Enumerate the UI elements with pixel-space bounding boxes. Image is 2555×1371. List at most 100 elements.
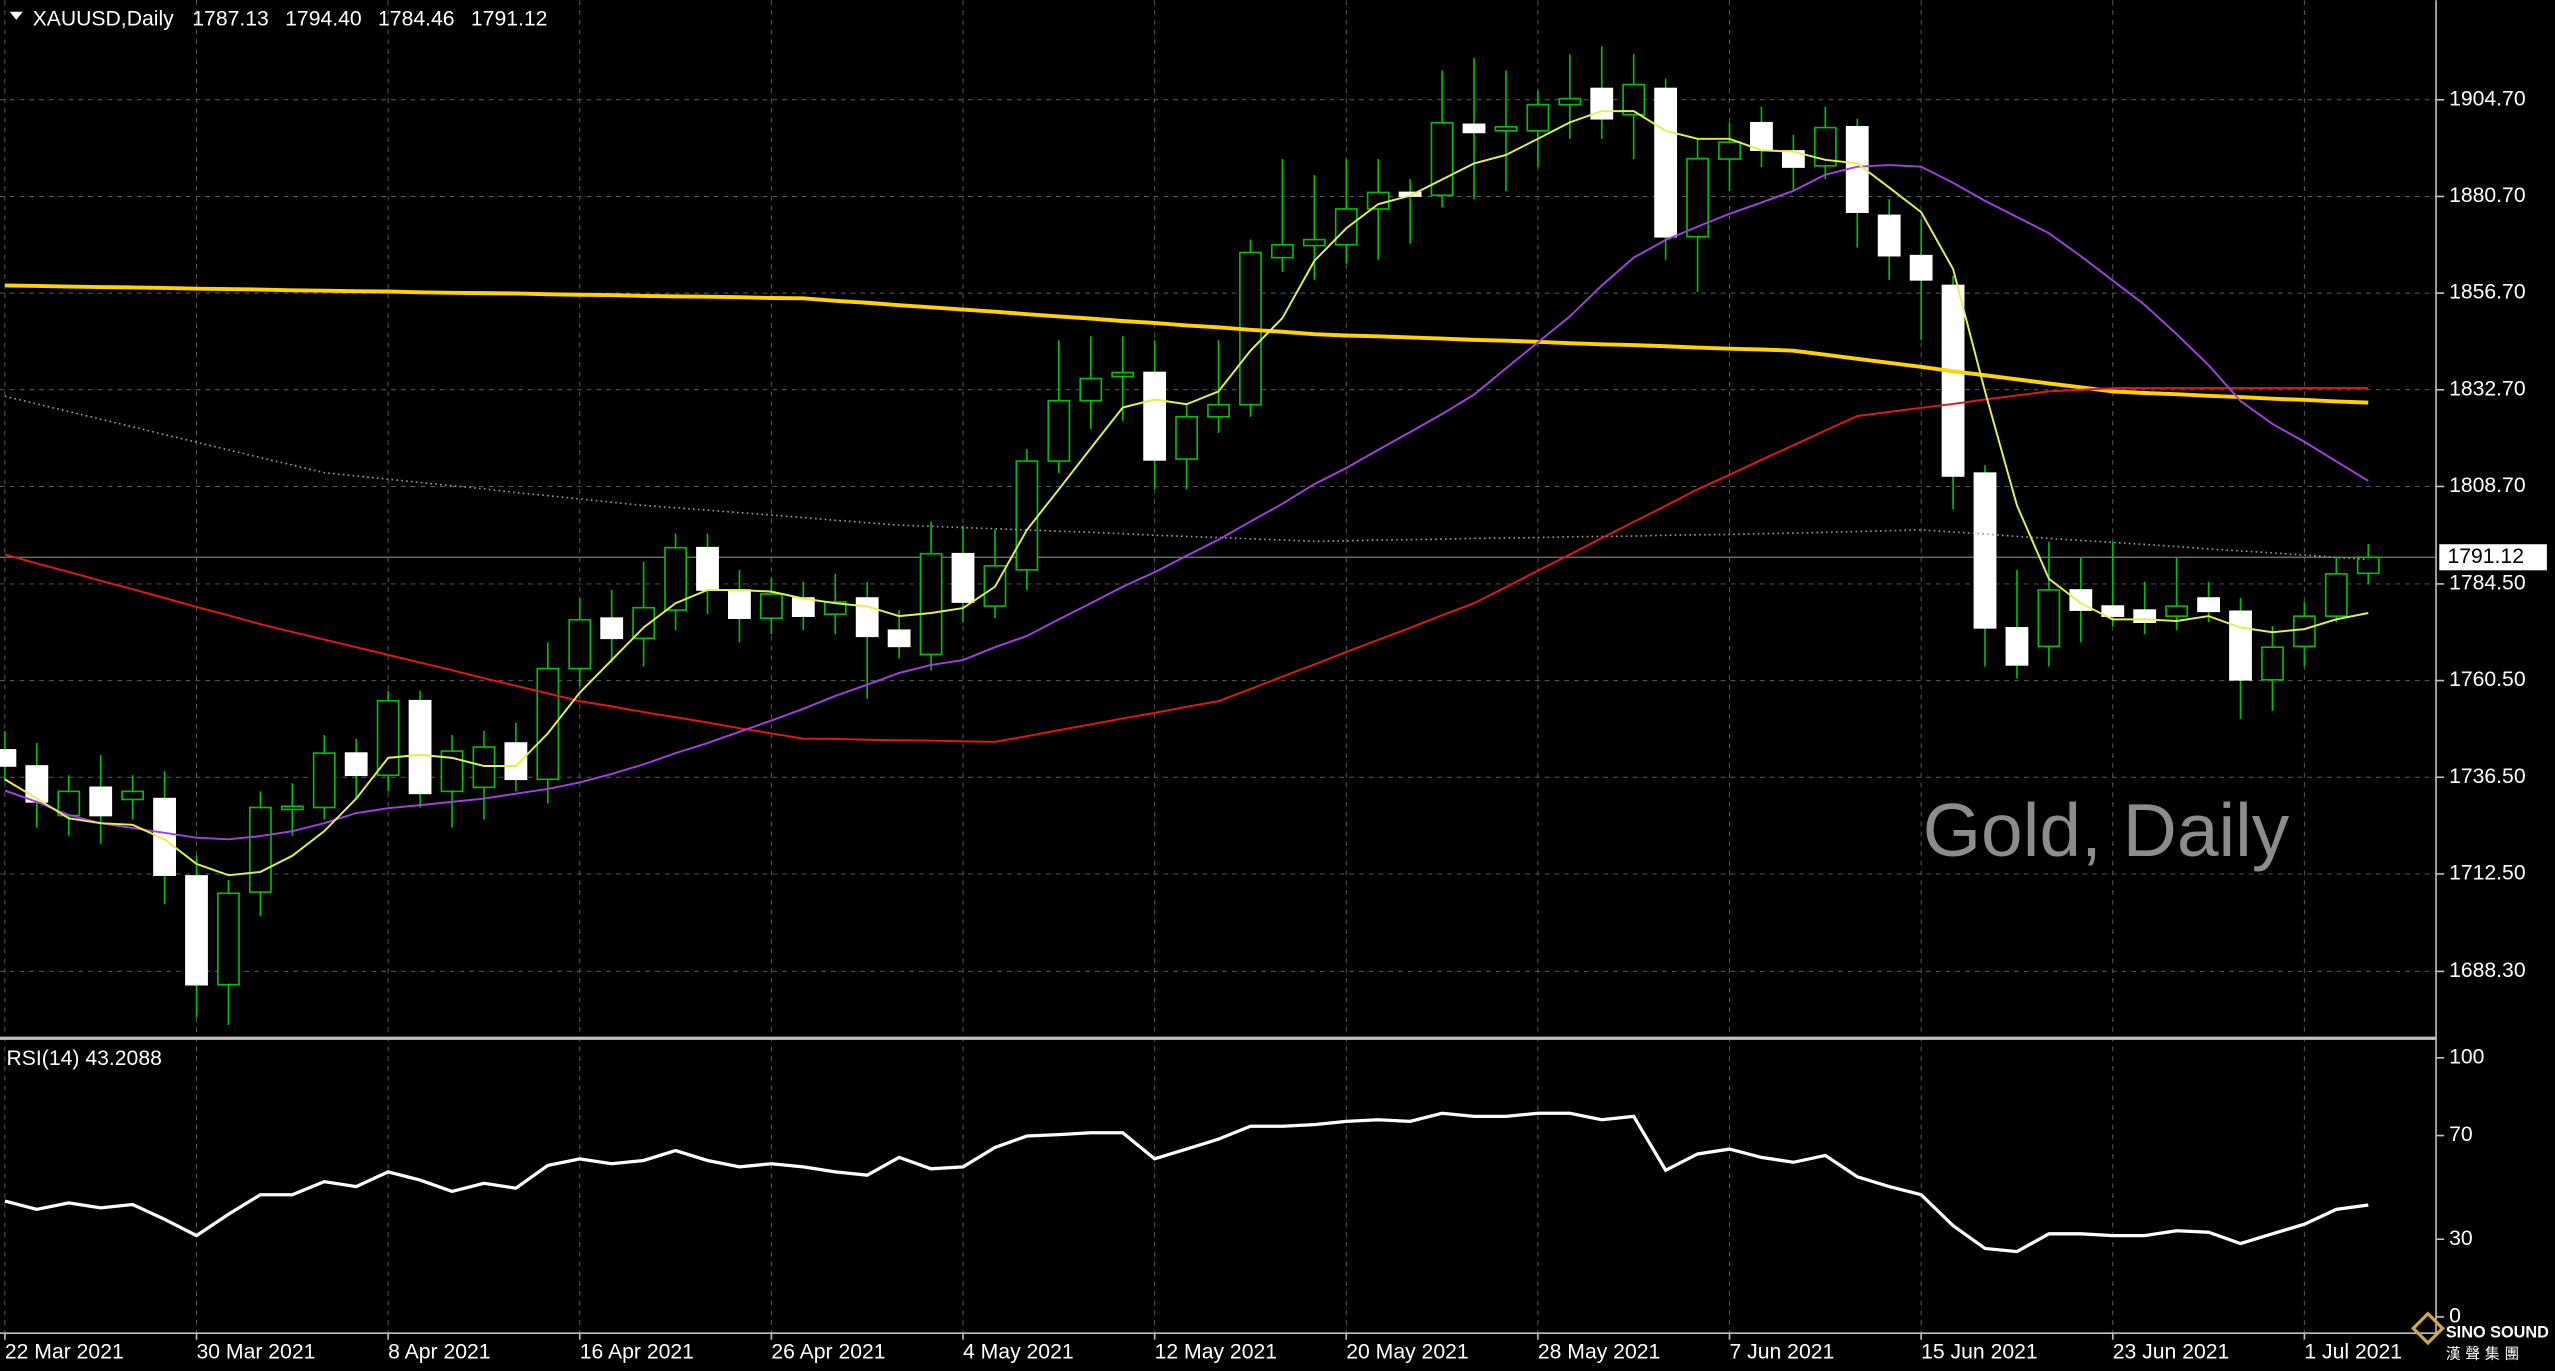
candle-body [440,750,464,793]
x-tick-label: 23 Jun 2021 [2113,1340,2230,1363]
candle-body [2037,589,2061,648]
current-price-label: 1791.12 [2447,545,2524,568]
candle-body [1941,284,1965,477]
rsi-title: RSI(14) 43.2088 [7,1047,162,1070]
x-tick-label: 15 Jun 2021 [1921,1340,2038,1363]
mark-layer: 1791.12 [0,46,2547,1254]
candle-body [344,752,368,777]
header-value: 1787.13 [192,7,269,30]
candle-body [2229,610,2252,681]
x-tick-label: 8 Apr 2021 [388,1340,490,1363]
candle-body [1111,371,1135,378]
x-tick-label: 7 Jun 2021 [1730,1340,1835,1363]
rsi-line [4,1111,2369,1254]
moving-average [4,387,2369,743]
candle-body [280,805,304,811]
candle-body [121,790,145,801]
candle-body [1079,377,1103,402]
candle-body [1813,126,1837,167]
header-value: 1794.40 [285,7,362,30]
logo-subtitle: 漢聲集團 [2446,1345,2524,1362]
candle-body [568,618,592,670]
candle-body [600,617,624,640]
logo: SINO SOUND 漢聲集團 [2410,1311,2555,1371]
candle-body [2324,573,2348,617]
x-tick-label: 30 Mar 2021 [197,1340,316,1363]
y-tick-label: 30 [2449,1227,2473,1250]
candle-body [1270,243,1294,259]
collapse-arrow[interactable] [9,11,23,20]
candle-body [185,875,208,986]
candle-body [472,746,496,789]
candle-body [823,601,847,615]
y-tick-label: 1880.70 [2449,184,2526,207]
candle-body [153,797,176,876]
symbol-title: XAUUSD,Daily [33,7,175,30]
candle-body [855,597,879,638]
candle-body [504,742,528,781]
x-tick-label: 26 Apr 2021 [771,1340,885,1363]
candle-body [1015,460,1039,571]
y-tick-label: 1904.70 [2449,87,2526,110]
candle-body [696,546,719,591]
candle-body [2197,597,2220,613]
candle-body [1750,121,1773,151]
candle-body [1143,371,1167,461]
candle-body [1302,238,1326,247]
candle-body [1494,125,1518,132]
watermark: Gold, Daily [1923,788,2290,872]
candle-body [887,629,911,648]
candle-body [1366,191,1390,210]
candle-body [376,699,400,777]
candle-body [2005,627,2029,666]
candle-body [1526,103,1550,132]
candle-body [664,546,687,611]
candle-body [1909,254,1933,281]
y-tick-label: 1688.30 [2449,959,2526,982]
candle-body [2292,615,2316,648]
y-tick-label: 1760.50 [2449,668,2526,691]
candle-body [89,786,113,817]
x-tick-label: 28 May 2021 [1538,1340,1660,1363]
candle-body [217,892,240,986]
y-tick-label: 70 [2449,1123,2473,1146]
logo-background [2439,1334,2555,1371]
logo-icon [2410,1311,2445,1346]
candle-body [312,752,336,809]
candle-body [408,699,432,795]
candle-body [1207,403,1230,418]
header-values: 1787.13 1794.40 1784.46 1791.12 [192,7,547,30]
x-tick-label: 12 May 2021 [1155,1340,1277,1363]
candle-body [25,765,49,803]
y-tick-label: 100 [2449,1045,2484,1068]
y-tick-label: 1784.50 [2449,572,2526,595]
moving-average [4,110,2369,877]
candle-body [1973,472,1997,629]
candle-body [2101,605,2125,617]
moving-average [4,164,2369,841]
x-tick-label: 1 Jul 2021 [2304,1340,2402,1363]
candle-body [1334,208,1358,246]
candle-body [1558,97,1582,106]
logo-name: SINO SOUND [2446,1324,2549,1342]
y-tick-label: 1832.70 [2449,377,2526,400]
candle-body [1654,87,1678,238]
candle-body [1718,141,1741,160]
candle-body [632,606,656,640]
candle-body [536,667,560,781]
candle-body [1047,399,1071,462]
candle-body [791,597,815,617]
current-price-box [2439,544,2547,571]
candle-body [248,806,272,893]
moving-average [4,283,2369,405]
header-value: 1791.12 [471,7,548,30]
x-tick-label: 22 Mar 2021 [5,1340,124,1363]
y-tick-label: 0 [2449,1305,2461,1328]
y-tick-label: 1736.50 [2449,765,2526,788]
candle-body [919,552,943,656]
x-tick-label: 20 May 2021 [1346,1340,1468,1363]
candle-body [1686,157,1709,238]
